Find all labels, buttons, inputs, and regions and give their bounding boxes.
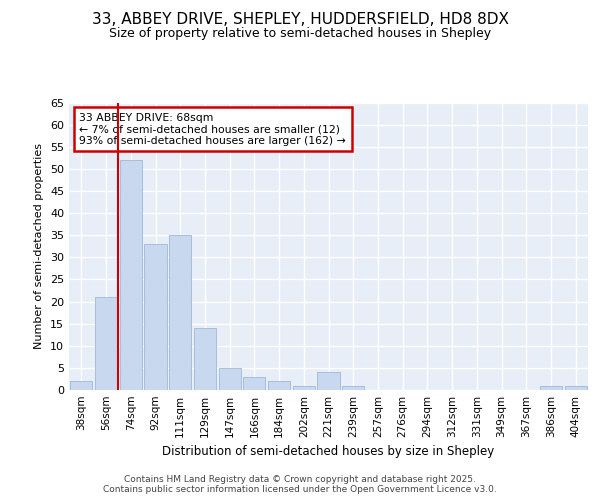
Bar (218, 368, 241, 390)
Bar (540, 386, 562, 390)
Bar (70, 381, 92, 390)
Bar (565, 386, 587, 390)
Bar (119, 160, 142, 390)
Bar (95, 297, 117, 390)
Bar (342, 386, 364, 390)
Bar (317, 372, 340, 390)
Bar (194, 328, 216, 390)
Text: Size of property relative to semi-detached houses in Shepley: Size of property relative to semi-detach… (109, 28, 491, 40)
Text: 33, ABBEY DRIVE, SHEPLEY, HUDDERSFIELD, HD8 8DX: 33, ABBEY DRIVE, SHEPLEY, HUDDERSFIELD, … (91, 12, 509, 28)
Bar (293, 386, 315, 390)
Text: 33 ABBEY DRIVE: 68sqm
← 7% of semi-detached houses are smaller (12)
93% of semi-: 33 ABBEY DRIVE: 68sqm ← 7% of semi-detac… (79, 112, 346, 146)
Y-axis label: Number of semi-detached properties: Number of semi-detached properties (34, 143, 44, 350)
X-axis label: Distribution of semi-detached houses by size in Shepley: Distribution of semi-detached houses by … (163, 446, 494, 458)
Bar (268, 381, 290, 390)
Text: Contains HM Land Registry data © Crown copyright and database right 2025.
Contai: Contains HM Land Registry data © Crown c… (103, 474, 497, 494)
Bar (243, 376, 265, 390)
Bar (169, 235, 191, 390)
Bar (145, 244, 167, 390)
